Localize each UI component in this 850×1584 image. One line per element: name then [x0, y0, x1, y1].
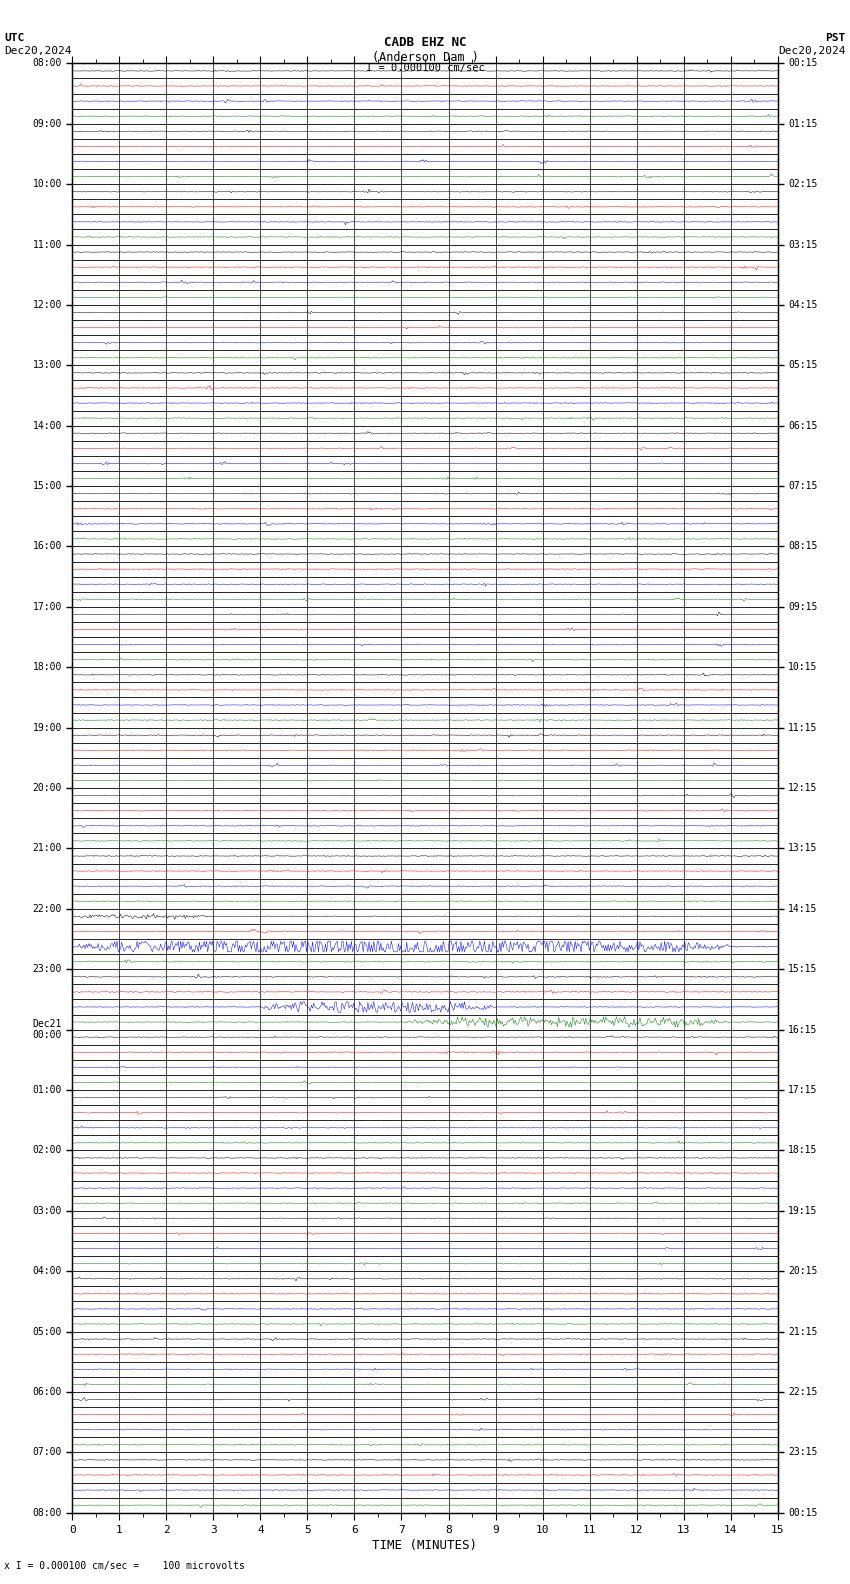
Text: Dec20,2024: Dec20,2024 [779, 46, 846, 55]
Text: (Anderson Dam ): (Anderson Dam ) [371, 51, 479, 63]
Text: PST: PST [825, 33, 846, 43]
Text: CADB EHZ NC: CADB EHZ NC [383, 36, 467, 49]
Text: Dec20,2024: Dec20,2024 [4, 46, 71, 55]
Text: I = 0.000100 cm/sec: I = 0.000100 cm/sec [366, 63, 484, 73]
Text: UTC: UTC [4, 33, 25, 43]
Text: x I = 0.000100 cm/sec =    100 microvolts: x I = 0.000100 cm/sec = 100 microvolts [4, 1562, 245, 1571]
X-axis label: TIME (MINUTES): TIME (MINUTES) [372, 1538, 478, 1552]
